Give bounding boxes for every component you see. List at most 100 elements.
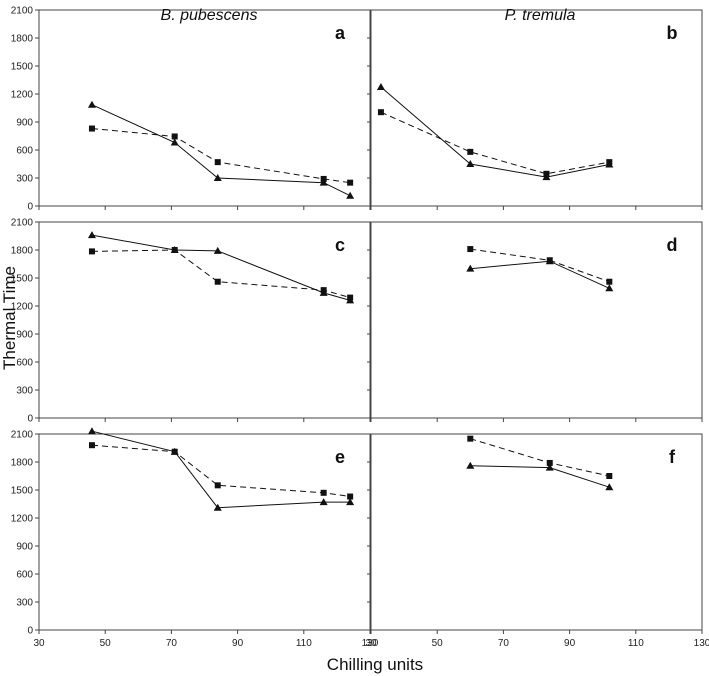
data-point-triangle (466, 160, 475, 167)
data-point-triangle (346, 498, 355, 506)
panel-letter: c (335, 235, 345, 255)
y-tick-label: 2100 (11, 430, 34, 441)
y-tick-label: 1500 (11, 486, 34, 497)
data-point-triangle (545, 463, 554, 471)
data-point-triangle (605, 284, 614, 292)
data-point-triangle (376, 83, 385, 90)
y-tick-label: 300 (16, 386, 33, 397)
panel-frame (38, 221, 371, 419)
y-tick-label: 1800 (11, 246, 34, 257)
y-tick-label: 1800 (11, 458, 34, 469)
x-tick-label: 70 (166, 638, 178, 649)
series-line-square-dashed (470, 248, 610, 283)
panel-frame (370, 221, 703, 419)
column-title-right: P. tremula (505, 7, 576, 24)
panel-letter: a (335, 23, 346, 43)
y-tick-label: 1500 (11, 274, 34, 285)
panel-frame (38, 9, 371, 207)
panel-letter: f (669, 447, 676, 467)
panel-e: 0 300 600 900 1200 1500 1800 2100 30 50 70 90 110 130… (11, 427, 379, 649)
series-line-triangle-solid (470, 260, 610, 289)
panel-d: d (367, 221, 703, 422)
data-point-square (347, 294, 354, 301)
y-tick-label: 2100 (11, 218, 34, 229)
data-point-square (606, 473, 613, 479)
data-point-square (171, 133, 178, 140)
data-point-square (377, 109, 384, 116)
data-point-triangle (170, 138, 179, 146)
x-tick-label: 30 (33, 638, 45, 649)
x-tick-label: 110 (628, 638, 644, 649)
data-point-triangle (213, 246, 222, 254)
series-line-triangle-solid (470, 465, 610, 488)
series-line-triangle-solid (91, 234, 351, 301)
column-title-left: B. pubescens (161, 7, 258, 24)
data-point-square (214, 278, 221, 285)
data-point-square (606, 159, 613, 166)
y-tick-label: 300 (16, 174, 33, 185)
data-point-triangle (346, 191, 355, 199)
data-point-triangle (466, 461, 475, 469)
y-tick-label: 1200 (11, 302, 34, 313)
panel-a: 0 300 600 900 1200 1500 1800 2100 a (11, 6, 371, 213)
data-point-square (546, 257, 553, 264)
panel-c: 0 300 600 900 1200 1500 1800 2100 c (11, 218, 371, 425)
x-tick-label: 130 (694, 638, 709, 649)
x-tick-label: 50 (432, 638, 444, 649)
series-line-square-dashed (380, 111, 610, 175)
panel-letter: d (667, 235, 678, 255)
data-point-square (467, 148, 474, 155)
panel-b: b (367, 9, 703, 210)
series-line-square-dashed (91, 249, 351, 299)
panel-frame (38, 433, 371, 631)
data-point-square (467, 246, 474, 253)
data-point-triangle (87, 427, 96, 435)
data-point-square (171, 247, 178, 253)
series-line-triangle-solid (91, 104, 351, 197)
data-point-triangle (319, 498, 328, 506)
y-tick-label: 1800 (11, 34, 34, 45)
x-tick-label: 50 (100, 638, 112, 649)
data-point-square (88, 442, 95, 449)
data-point-triangle (213, 503, 222, 511)
series-line-square-dashed (91, 444, 351, 497)
data-point-square (171, 448, 178, 455)
data-point-square (606, 278, 613, 285)
y-tick-label: 900 (16, 330, 33, 341)
data-point-triangle (605, 483, 614, 491)
y-tick-label: 0 (27, 414, 33, 425)
panel-frame (370, 433, 703, 631)
series-line-triangle-solid (91, 430, 351, 509)
panel-letter: b (667, 23, 678, 43)
panel-frame (370, 9, 703, 207)
data-point-square (320, 175, 327, 182)
y-tick-label: 2100 (11, 6, 34, 17)
data-point-square (546, 459, 553, 466)
panel-f: 30 50 70 90 110 130 f (365, 433, 709, 649)
data-point-square (347, 493, 354, 500)
x-tick-label: 90 (564, 638, 576, 649)
series-line-square-dashed (91, 128, 351, 184)
series-line-square-dashed (470, 438, 610, 477)
data-point-square (88, 248, 95, 255)
y-tick-label: 1500 (11, 62, 34, 73)
y-tick-label: 0 (27, 626, 33, 637)
y-tick-label: 600 (16, 358, 33, 369)
y-tick-label: 300 (16, 598, 33, 609)
data-point-square (214, 159, 221, 166)
y-tick-label: 900 (16, 542, 33, 553)
x-axis-label: Chilling units (327, 655, 423, 674)
data-point-triangle (87, 100, 96, 108)
x-tick-label: 70 (498, 638, 510, 649)
data-point-triangle (466, 264, 475, 272)
y-tick-label: 0 (27, 202, 33, 213)
data-point-triangle (87, 231, 96, 239)
panel-letter: e (335, 447, 345, 467)
x-tick-label: 110 (296, 638, 312, 649)
data-point-square (320, 287, 327, 294)
data-point-square (467, 435, 474, 442)
data-point-square (347, 179, 354, 186)
y-tick-label: 1200 (11, 514, 34, 525)
